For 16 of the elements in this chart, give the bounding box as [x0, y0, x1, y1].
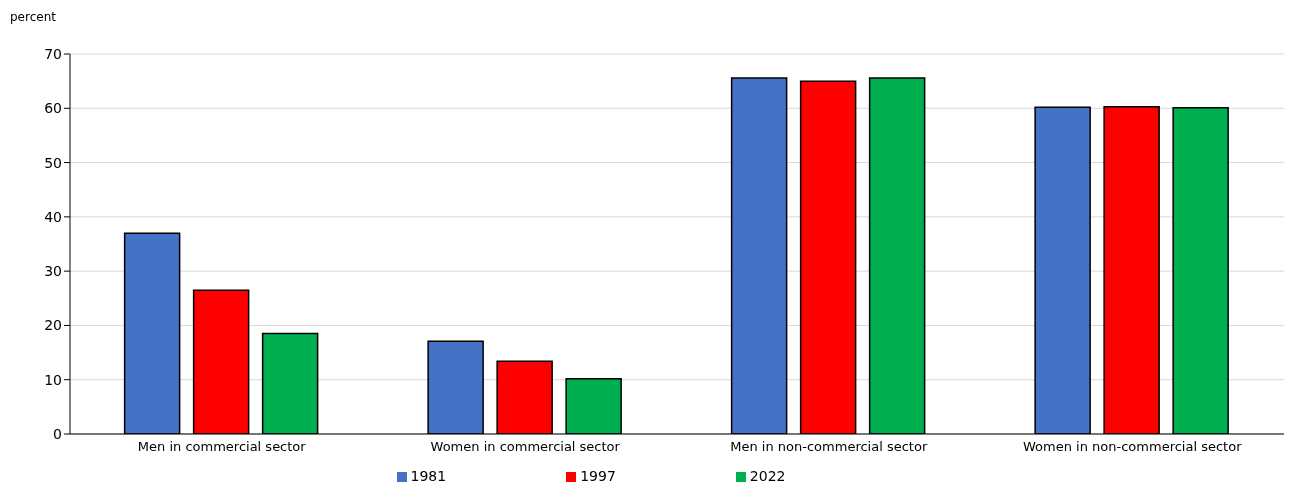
legend-label: 1981 — [410, 468, 447, 484]
legend-label: 1997 — [580, 468, 616, 484]
x-tick-label: Men in commercial sector — [137, 439, 307, 455]
y-tick-label: 20 — [44, 317, 62, 334]
x-tick-label: Women in commercial sector — [430, 439, 621, 455]
legend-label: 2022 — [749, 468, 786, 484]
y-tick-label: 40 — [44, 208, 62, 225]
x-tick-label: Women in non-commercial sector — [1023, 439, 1243, 455]
y-tick-label: 60 — [44, 100, 62, 117]
y-tick-label: 10 — [44, 371, 62, 388]
y-tick-label: 0 — [53, 425, 62, 442]
y-tick-label: 50 — [44, 154, 62, 171]
x-tick-label: Men in non-commercial sector — [730, 439, 928, 455]
y-axis-title: percent — [10, 10, 56, 24]
y-tick-label: 70 — [44, 45, 62, 62]
y-tick-label: 30 — [44, 263, 62, 280]
